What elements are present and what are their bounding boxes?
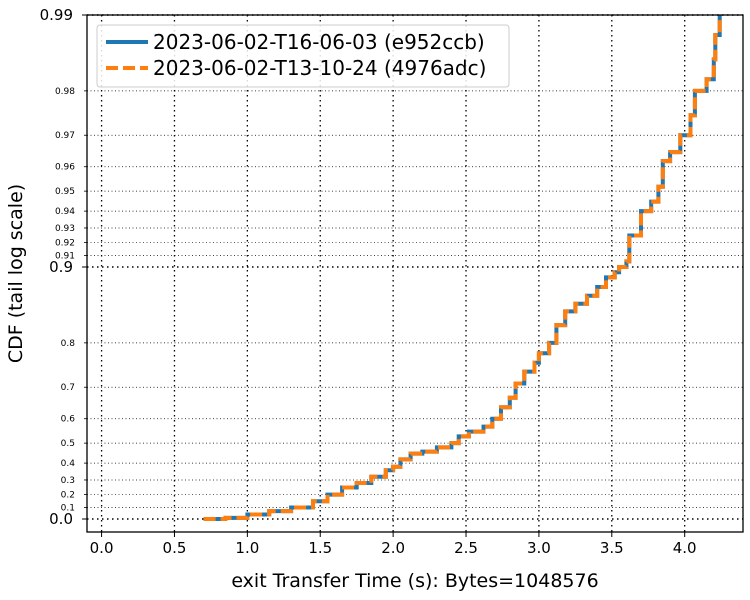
y-tick-label-minor: 0.1	[61, 503, 75, 513]
y-tick-label-minor: 0.3	[61, 476, 75, 486]
y-tick-label-minor: 0.91	[55, 251, 75, 261]
grid-lines	[87, 14, 743, 532]
y-tick-label-minor: 0.2	[61, 491, 75, 501]
y-tick-label-minor: 0.92	[55, 239, 75, 249]
y-tick-label-minor: 0.7	[61, 383, 75, 393]
series-lines	[203, 15, 722, 521]
y-tick-label-minor: 0.96	[55, 163, 75, 173]
series-line-2	[203, 15, 722, 521]
x-tick-label: 1.5	[308, 539, 332, 557]
legend-box	[96, 24, 510, 88]
x-tick-label: 2.5	[454, 539, 478, 557]
x-axis-ticks: 0.0 0.5 1.0 1.5 2.0 2.5 3.0 3.5 4.0	[90, 532, 697, 557]
x-tick-label: 0.5	[163, 539, 187, 557]
legend: 2023-06-02-T16-06-03 (e952ccb) 2023-06-0…	[96, 24, 510, 88]
y-tick-label-major: 0.99	[40, 6, 73, 24]
y-tick-label-minor: 0.93	[55, 224, 75, 234]
legend-label-series-2: 2023-06-02-T13-10-24 (4976adc)	[153, 56, 486, 80]
y-tick-label-minor: 0.97	[55, 131, 75, 141]
y-tick-label-major: 0.9	[49, 258, 73, 276]
x-axis-label: exit Transfer Time (s): Bytes=1048576	[231, 570, 598, 592]
y-tick-label-minor: 0.6	[61, 415, 76, 425]
y-tick-label-major: 0.0	[49, 510, 73, 528]
y-tick-label-minor: 0.5	[61, 439, 75, 449]
x-tick-label: 2.0	[381, 539, 405, 557]
y-axis-ticks: 0.0 0.9 0.99 0.1 0.2 0.3 0.4 0.5 0.6 0.7 0.8 0.91 0.…	[40, 6, 87, 528]
y-tick-label-minor: 0.4	[61, 459, 76, 469]
y-tick-label-minor: 0.8	[61, 339, 76, 349]
x-tick-label: 3.5	[600, 539, 624, 557]
x-tick-label: 1.0	[235, 539, 259, 557]
y-tick-label-minor: 0.98	[55, 87, 75, 97]
plot-frame	[86, 14, 744, 533]
y-axis-label: CDF (tail log scale)	[5, 184, 27, 363]
y-tick-label-minor: 0.95	[55, 187, 75, 197]
x-tick-label: 3.0	[527, 539, 551, 557]
x-tick-label: 0.0	[90, 539, 114, 557]
y-tick-label-minor: 0.94	[55, 207, 75, 217]
x-tick-label: 4.0	[673, 539, 697, 557]
legend-label-series-1: 2023-06-02-T16-06-03 (e952ccb)	[153, 30, 485, 54]
